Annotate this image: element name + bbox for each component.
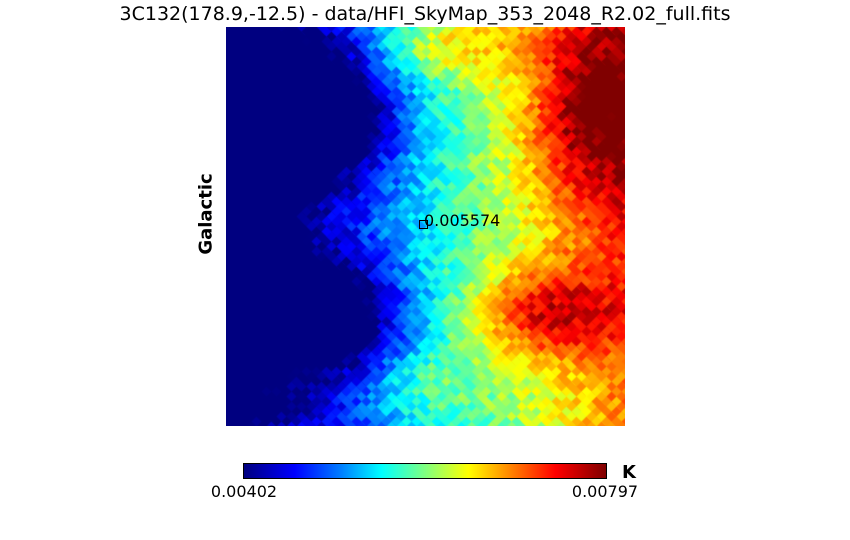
- center-value-annotation: 0.005574: [424, 211, 501, 230]
- y-axis-label: Galactic: [195, 173, 217, 255]
- colorbar-unit-label: K: [622, 462, 636, 483]
- colorbar-min-label: 0.00402: [210, 482, 278, 501]
- center-marker: [419, 220, 428, 229]
- colorbar-max-label: 0.00797: [571, 482, 639, 501]
- sky-map-heatmap: [226, 27, 625, 426]
- colorbar: [243, 463, 607, 479]
- chart-title: 3C132(178.9,-12.5) - data/HFI_SkyMap_353…: [119, 3, 731, 25]
